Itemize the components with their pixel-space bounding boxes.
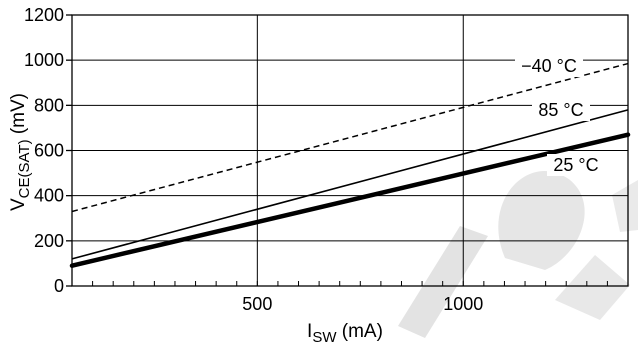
y-tick-label: 0: [54, 276, 64, 296]
series-line-bold: [69, 132, 631, 268]
series-line-dashed: [71, 62, 629, 213]
series-label: 85 °C: [538, 100, 583, 120]
y-tick-label: 800: [34, 95, 64, 115]
series-label-bg: [515, 55, 583, 77]
y-tick-label: 600: [34, 141, 64, 161]
series-label-bg: [547, 154, 605, 176]
series-label-bg: [532, 99, 590, 121]
x-minor-ticks: [92, 281, 608, 286]
series-layer: [69, 62, 631, 268]
y-tick-labels: 0 200 400 600 800 1000 1200: [24, 5, 64, 296]
series-labels: −40 °C 85 °C 25 °C: [515, 55, 605, 176]
y-tick-label: 400: [34, 186, 64, 206]
series-label: 25 °C: [553, 155, 598, 175]
x-tick-label: 500: [242, 294, 272, 314]
plot-frame: [71, 14, 629, 287]
series-label: −40 °C: [521, 56, 577, 76]
y-axis-title: VCE(SAT) (mV): [8, 93, 33, 211]
y-tick-label: 200: [34, 231, 64, 251]
y-tick-label: 1200: [24, 5, 64, 25]
x-tick-label: 1000: [443, 294, 483, 314]
x-tick-labels: 500 1000: [242, 294, 483, 314]
y-tick-label: 1000: [24, 50, 64, 70]
x-axis-title: ISW (mA): [307, 321, 383, 344]
series-line-thin: [71, 109, 629, 260]
